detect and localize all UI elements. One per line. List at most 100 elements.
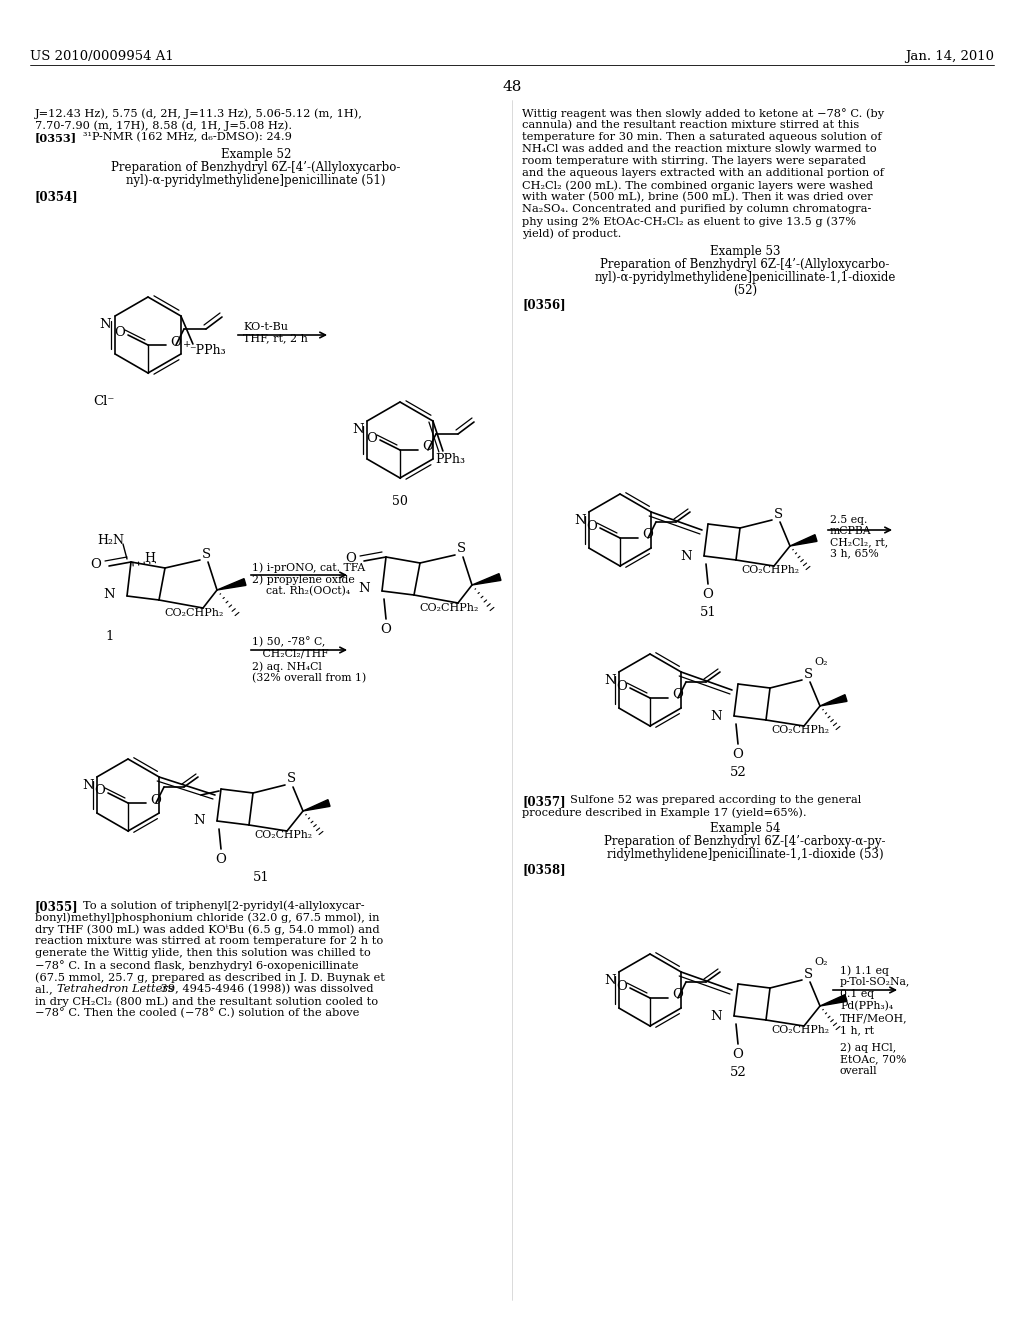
Text: 7.70-7.90 (m, 17H), 8.58 (d, 1H, J=5.08 Hz).: 7.70-7.90 (m, 17H), 8.58 (d, 1H, J=5.08 … xyxy=(35,120,292,131)
Text: CH₂Cl₂/THF: CH₂Cl₂/THF xyxy=(252,649,329,659)
Text: phy using 2% EtOAc-CH₂Cl₂ as eluent to give 13.5 g (37%: phy using 2% EtOAc-CH₂Cl₂ as eluent to g… xyxy=(522,216,856,227)
Text: US 2010/0009954 A1: US 2010/0009954 A1 xyxy=(30,50,174,63)
Text: 1) 1.1 eq: 1) 1.1 eq xyxy=(840,965,889,975)
Text: 1) 50, -78° C,: 1) 50, -78° C, xyxy=(252,638,326,648)
Polygon shape xyxy=(820,995,847,1006)
Text: THF/MeOH,: THF/MeOH, xyxy=(840,1012,907,1023)
Text: N: N xyxy=(99,318,111,331)
Text: N: N xyxy=(103,587,115,601)
Text: ridylmethylidene]penicillinate-1,1-dioxide (53): ridylmethylidene]penicillinate-1,1-dioxi… xyxy=(606,847,884,861)
Text: O: O xyxy=(732,1048,743,1061)
Text: 1 h, rt: 1 h, rt xyxy=(840,1026,874,1035)
Text: 2) propylene oxide: 2) propylene oxide xyxy=(252,574,354,585)
Text: S: S xyxy=(202,548,211,561)
Polygon shape xyxy=(303,800,330,810)
Text: dry THF (300 mL) was added KOᵗBu (6.5 g, 54.0 mmol) and: dry THF (300 mL) was added KOᵗBu (6.5 g,… xyxy=(35,924,380,935)
Text: 51: 51 xyxy=(253,871,269,884)
Text: N: N xyxy=(604,675,615,686)
Text: 1) i-prONO, cat. TFA: 1) i-prONO, cat. TFA xyxy=(252,562,366,573)
Text: procedure described in Example 17 (yield=65%).: procedure described in Example 17 (yield… xyxy=(522,807,807,817)
Text: CO₂CHPh₂: CO₂CHPh₂ xyxy=(741,565,799,576)
Text: S: S xyxy=(287,772,296,785)
Text: (52): (52) xyxy=(733,284,757,297)
Text: NH₄Cl was added and the reaction mixture slowly warmed to: NH₄Cl was added and the reaction mixture… xyxy=(522,144,877,154)
Text: J=12.43 Hz), 5.75 (d, 2H, J=11.3 Hz), 5.06-5.12 (m, 1H),: J=12.43 Hz), 5.75 (d, 2H, J=11.3 Hz), 5.… xyxy=(35,108,362,119)
Text: CO₂CHPh₂: CO₂CHPh₂ xyxy=(419,603,478,612)
Text: Jan. 14, 2010: Jan. 14, 2010 xyxy=(905,50,994,63)
Text: (32% overall from 1): (32% overall from 1) xyxy=(252,673,367,684)
Text: O: O xyxy=(642,528,653,541)
Text: O: O xyxy=(732,748,743,762)
Text: S: S xyxy=(804,668,813,681)
Text: [0357]: [0357] xyxy=(522,795,565,808)
Text: O: O xyxy=(616,680,628,693)
Polygon shape xyxy=(217,578,246,590)
Text: O: O xyxy=(587,520,597,532)
Text: mCPBA: mCPBA xyxy=(830,525,871,536)
Polygon shape xyxy=(790,535,817,546)
Text: H: H xyxy=(144,552,155,565)
Text: 1: 1 xyxy=(105,630,114,643)
Text: 2) aq. NH₄Cl: 2) aq. NH₄Cl xyxy=(252,661,322,672)
Text: Example 53: Example 53 xyxy=(710,246,780,257)
Text: 2) aq HCl,: 2) aq HCl, xyxy=(840,1041,896,1052)
Text: O: O xyxy=(90,557,101,570)
Text: N: N xyxy=(711,710,722,722)
Text: 2.5 eq.: 2.5 eq. xyxy=(830,515,867,525)
Text: +: + xyxy=(183,341,191,348)
Text: N: N xyxy=(358,582,370,595)
Text: generate the Wittig ylide, then this solution was chilled to: generate the Wittig ylide, then this sol… xyxy=(35,948,371,958)
Text: CO₂CHPh₂: CO₂CHPh₂ xyxy=(164,609,223,618)
Text: O: O xyxy=(672,689,683,701)
Text: N: N xyxy=(574,513,586,527)
Text: temperature for 30 min. Then a saturated aqueous solution of: temperature for 30 min. Then a saturated… xyxy=(522,132,882,143)
Text: Wittig reagent was then slowly added to ketone at −78° C. (by: Wittig reagent was then slowly added to … xyxy=(522,108,884,119)
Text: al.,: al., xyxy=(35,983,56,994)
Text: To a solution of triphenyl[2-pyridyl(4-allyloxycar-: To a solution of triphenyl[2-pyridyl(4-a… xyxy=(83,900,365,911)
Text: H₂N: H₂N xyxy=(97,535,125,546)
Text: Tetrahedron Letters: Tetrahedron Letters xyxy=(57,983,174,994)
Text: THF, rt, 2 h: THF, rt, 2 h xyxy=(243,333,308,343)
Text: overall: overall xyxy=(840,1067,878,1076)
Text: N: N xyxy=(352,422,365,436)
Text: KO-t-Bu: KO-t-Bu xyxy=(243,322,288,333)
Text: EtOAc, 70%: EtOAc, 70% xyxy=(840,1053,906,1064)
Text: N: N xyxy=(82,779,94,792)
Text: room temperature with stirring. The layers were separated: room temperature with stirring. The laye… xyxy=(522,156,866,166)
Text: CO₂CHPh₂: CO₂CHPh₂ xyxy=(771,725,829,735)
Text: CO₂CHPh₂: CO₂CHPh₂ xyxy=(771,1026,829,1035)
Text: 0.1 eq: 0.1 eq xyxy=(840,989,874,999)
Polygon shape xyxy=(472,574,501,585)
Text: S: S xyxy=(804,968,813,981)
Text: 50: 50 xyxy=(392,495,408,508)
Text: cat. Rh₂(OOct)₄: cat. Rh₂(OOct)₄ xyxy=(252,586,350,597)
Text: −78° C. Then the cooled (−78° C.) solution of the above: −78° C. Then the cooled (−78° C.) soluti… xyxy=(35,1008,359,1019)
Text: Preparation of Benzhydryl 6Z-[4’-(Allyloxycarbo-: Preparation of Benzhydryl 6Z-[4’-(Allylo… xyxy=(112,161,400,174)
Text: [0354]: [0354] xyxy=(35,190,79,203)
Text: Cl⁻: Cl⁻ xyxy=(93,395,115,408)
Text: bonyl)methyl]phosphonium chloride (32.0 g, 67.5 mmol), in: bonyl)methyl]phosphonium chloride (32.0 … xyxy=(35,912,380,923)
Text: CH₂Cl₂, rt,: CH₂Cl₂, rt, xyxy=(830,537,888,546)
Text: 52: 52 xyxy=(730,1067,746,1078)
Text: −78° C. In a second flask, benzhydryl 6-oxopenicillinate: −78° C. In a second flask, benzhydryl 6-… xyxy=(35,960,358,972)
Text: yield) of product.: yield) of product. xyxy=(522,228,622,239)
Text: O: O xyxy=(381,623,391,636)
Text: N: N xyxy=(680,549,692,562)
Text: O: O xyxy=(367,432,378,445)
Text: O: O xyxy=(150,793,161,807)
Text: O: O xyxy=(170,335,181,348)
Text: PPh₃: PPh₃ xyxy=(435,453,465,466)
Text: O: O xyxy=(702,587,714,601)
Text: nyl)-α-pyridylmethylidene]penicillinate-1,1-dioxide: nyl)-α-pyridylmethylidene]penicillinate-… xyxy=(594,271,896,284)
Text: cannula) and the resultant reaction mixture stirred at this: cannula) and the resultant reaction mixt… xyxy=(522,120,859,131)
Text: in dry CH₂Cl₂ (800 mL) and the resultant solution cooled to: in dry CH₂Cl₂ (800 mL) and the resultant… xyxy=(35,997,378,1007)
Text: reaction mixture was stirred at room temperature for 2 h to: reaction mixture was stirred at room tem… xyxy=(35,936,383,946)
Text: [0355]: [0355] xyxy=(35,900,79,913)
Text: O: O xyxy=(216,853,226,866)
Text: O₂: O₂ xyxy=(814,957,827,968)
Text: with water (500 mL), brine (500 mL). Then it was dried over: with water (500 mL), brine (500 mL). The… xyxy=(522,191,872,202)
Text: Na₂SO₄. Concentrated and purified by column chromatogra-: Na₂SO₄. Concentrated and purified by col… xyxy=(522,205,871,214)
Text: O: O xyxy=(672,989,683,1002)
Text: S: S xyxy=(774,507,783,520)
Text: 3 h, 65%: 3 h, 65% xyxy=(830,548,879,558)
